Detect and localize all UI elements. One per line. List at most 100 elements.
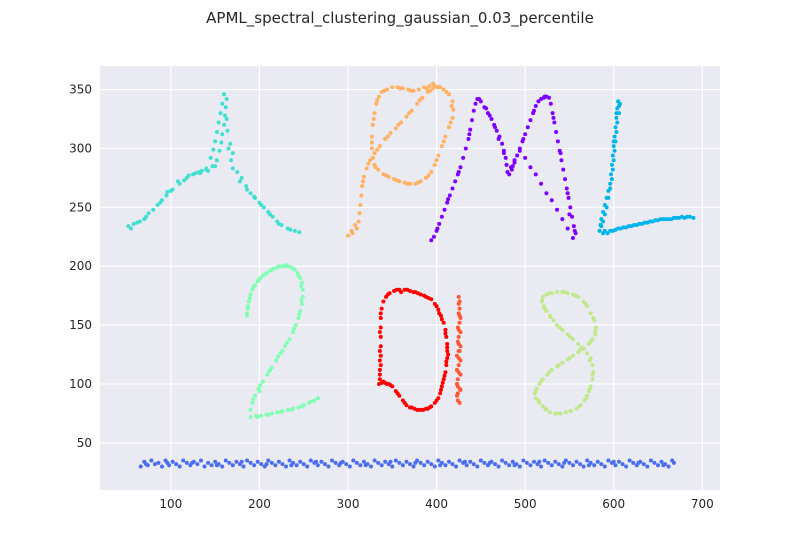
data-point	[404, 459, 409, 464]
data-point	[269, 267, 274, 272]
data-point	[372, 151, 377, 156]
data-point	[308, 458, 313, 463]
data-point	[383, 137, 388, 142]
x-tick-label: 200	[248, 497, 271, 511]
data-point	[415, 180, 420, 185]
data-point	[601, 231, 606, 236]
data-point	[517, 148, 522, 153]
data-point	[378, 316, 383, 321]
data-point	[164, 193, 169, 198]
data-point	[397, 460, 402, 465]
data-point	[213, 139, 218, 144]
data-point	[223, 105, 228, 110]
data-point	[434, 158, 439, 163]
data-point	[570, 463, 575, 468]
data-point	[601, 219, 606, 224]
data-point	[423, 175, 428, 180]
data-point	[198, 458, 203, 463]
chart-title: APML_spectral_clustering_gaussian_0.03_p…	[206, 9, 594, 28]
data-point	[296, 405, 301, 410]
data-point	[138, 464, 143, 469]
data-point	[364, 166, 369, 171]
data-point	[458, 165, 463, 170]
data-point	[226, 146, 231, 151]
data-point	[568, 334, 573, 339]
data-point	[512, 158, 517, 163]
x-tick-label: 600	[602, 497, 625, 511]
data-point	[245, 313, 250, 318]
data-point	[567, 460, 572, 465]
data-point	[224, 117, 229, 121]
data-point	[436, 307, 441, 312]
data-point	[540, 404, 545, 409]
data-point	[229, 158, 234, 163]
data-point	[656, 463, 660, 468]
data-point	[611, 459, 616, 464]
data-point	[220, 101, 225, 106]
data-point	[605, 231, 610, 236]
data-point	[496, 464, 501, 469]
plot-area	[100, 66, 720, 490]
data-point	[259, 202, 264, 207]
data-point	[429, 462, 434, 467]
data-point	[438, 391, 443, 396]
data-point	[274, 358, 279, 363]
data-point	[437, 311, 442, 316]
data-point	[595, 459, 600, 464]
data-point	[674, 215, 679, 220]
data-point	[444, 89, 449, 94]
data-point	[214, 158, 219, 163]
data-point	[370, 155, 375, 160]
data-point	[496, 137, 501, 142]
data-point	[608, 186, 613, 191]
data-point	[624, 464, 629, 469]
data-point	[576, 341, 581, 346]
data-point	[446, 125, 451, 130]
cluster-4	[597, 99, 696, 236]
data-point	[561, 167, 566, 172]
data-point	[165, 460, 170, 465]
data-point	[565, 226, 570, 231]
data-point	[241, 464, 246, 469]
data-point	[515, 153, 520, 158]
data-point	[199, 168, 204, 173]
data-point	[537, 459, 542, 464]
data-point	[455, 339, 460, 344]
data-point	[270, 214, 275, 219]
data-point	[420, 95, 425, 100]
data-point	[405, 181, 410, 186]
data-point	[536, 398, 541, 403]
data-point	[314, 459, 319, 464]
data-point	[234, 459, 239, 464]
data-point	[220, 132, 225, 137]
data-point	[471, 108, 476, 113]
data-point	[556, 363, 561, 368]
data-point	[239, 175, 244, 180]
data-point	[484, 106, 489, 111]
data-point	[627, 458, 632, 463]
data-point	[564, 186, 569, 191]
data-point	[456, 294, 461, 299]
data-point	[504, 162, 509, 167]
data-point	[284, 263, 288, 268]
data-point	[227, 460, 232, 465]
data-point	[245, 304, 250, 309]
data-point	[563, 410, 568, 415]
data-point	[131, 221, 136, 226]
data-point	[441, 320, 446, 325]
data-point	[218, 111, 223, 116]
data-point	[411, 464, 416, 469]
data-point	[431, 81, 436, 86]
y-tick-label: 150	[69, 318, 92, 332]
data-point	[570, 337, 575, 342]
data-point	[567, 212, 572, 217]
data-point	[611, 139, 616, 144]
y-tick-label: 100	[69, 377, 92, 391]
data-point	[247, 296, 252, 301]
data-point	[319, 459, 324, 464]
data-point	[503, 460, 508, 465]
x-tick-label: 700	[691, 497, 714, 511]
data-point	[377, 349, 382, 354]
x-tick-label: 300	[337, 497, 360, 511]
